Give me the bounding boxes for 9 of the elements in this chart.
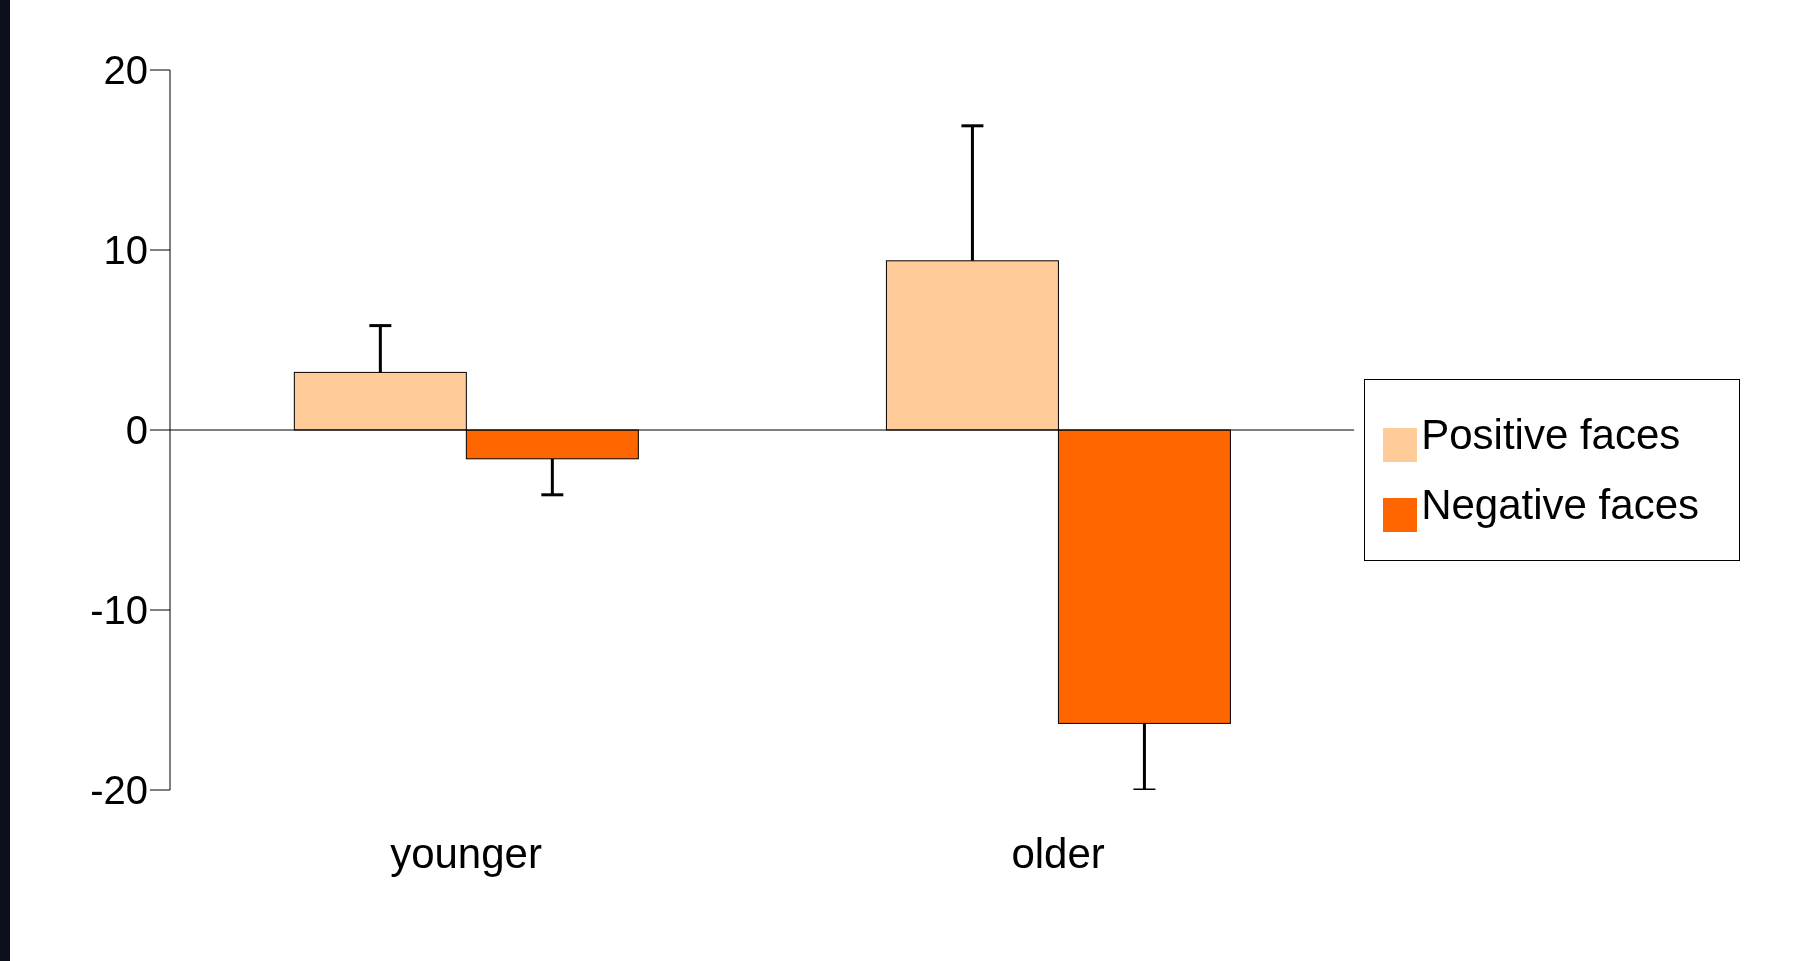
y-tick-label: -20 bbox=[90, 768, 148, 813]
legend-label: Negative faces bbox=[1421, 481, 1699, 528]
y-tick-label: -10 bbox=[90, 588, 148, 633]
y-tick-label: 20 bbox=[103, 48, 148, 93]
y-tick-label: 0 bbox=[125, 408, 148, 453]
x-tick-label: younger bbox=[390, 829, 542, 877]
y-tick-label: 10 bbox=[103, 228, 148, 273]
legend-label: Positive faces bbox=[1421, 411, 1681, 458]
x-tick-label: older bbox=[1011, 829, 1105, 877]
